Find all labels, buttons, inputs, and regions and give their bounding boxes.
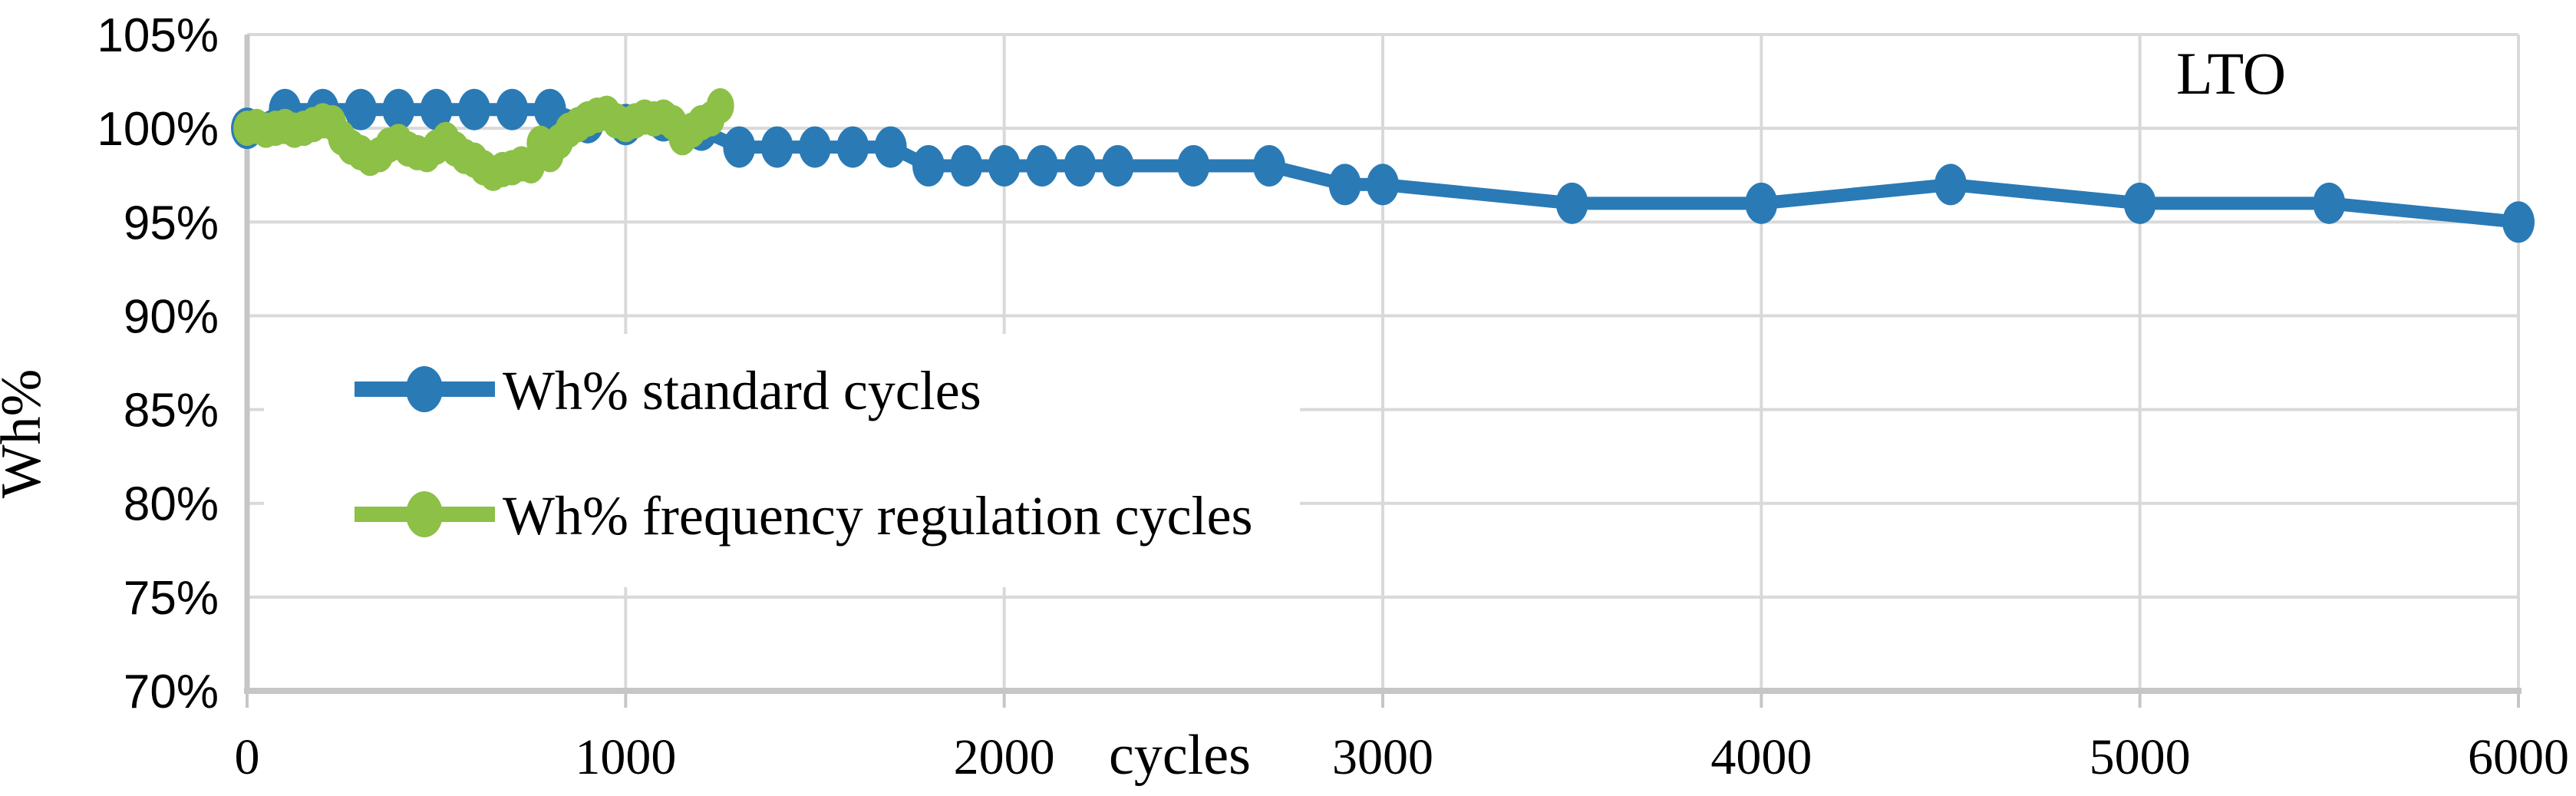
- data-point-marker: [1253, 145, 1285, 187]
- data-point-marker: [345, 88, 377, 130]
- legend-label: Wh% frequency regulation cycles: [503, 485, 1253, 547]
- data-point-marker: [1177, 145, 1210, 187]
- data-point-marker: [1934, 163, 1967, 206]
- data-point-marker: [988, 145, 1021, 187]
- data-point-marker: [723, 126, 756, 168]
- data-point-marker: [706, 88, 734, 124]
- data-point-marker: [1064, 145, 1097, 187]
- x-tick-label: 2000: [954, 729, 1055, 785]
- legend: Wh% standard cycles Wh% frequency regulat…: [355, 360, 1253, 547]
- x-tick-label: 0: [235, 729, 260, 785]
- data-point-marker: [836, 126, 869, 168]
- x-tick-label: 4000: [1710, 729, 1812, 785]
- y-tick-label: 100%: [97, 103, 219, 156]
- series-frequency-regulation: [233, 88, 734, 191]
- y-axis-tick-labels: 70% 75% 80% 85% 90% 95% 100% 105%: [97, 9, 219, 718]
- data-point-marker: [2502, 201, 2535, 243]
- y-tick-label: 105%: [97, 9, 219, 62]
- data-point-marker: [458, 88, 490, 130]
- data-point-marker: [1367, 163, 1399, 206]
- y-tick-label: 70%: [124, 666, 219, 718]
- x-axis-tick-labels: 0 1000 2000 3000 4000 5000 6000: [235, 729, 2570, 785]
- legend-label: Wh% standard cycles: [503, 360, 981, 421]
- data-point-marker: [2123, 182, 2156, 224]
- y-tick-label: 75%: [124, 572, 219, 625]
- data-point-marker: [382, 88, 415, 130]
- data-point-marker: [1745, 182, 1778, 224]
- data-point-marker: [912, 145, 945, 187]
- data-point-marker: [950, 145, 983, 187]
- data-point-marker: [1555, 182, 1588, 224]
- y-tick-label: 90%: [124, 290, 219, 343]
- legend-item: Wh% frequency regulation cycles: [355, 485, 1253, 547]
- x-axis-title: cycles: [1109, 724, 1251, 787]
- x-tick-label: 5000: [2089, 729, 2191, 785]
- data-point-marker: [420, 88, 453, 130]
- data-point-marker: [2313, 182, 2346, 224]
- data-point-marker: [1101, 145, 1134, 187]
- data-point-marker: [1328, 163, 1361, 206]
- legend-marker-icon: [406, 366, 443, 412]
- x-tick-label: 1000: [575, 729, 676, 785]
- x-tick-label: 6000: [2468, 729, 2569, 785]
- legend-marker-icon: [406, 491, 443, 537]
- data-point-marker: [799, 126, 831, 168]
- series-line: [240, 103, 2525, 229]
- y-tick-label: 80%: [124, 478, 219, 531]
- y-tick-label: 95%: [124, 197, 219, 249]
- y-axis-title: Wh%: [0, 369, 53, 499]
- data-point-marker: [1026, 145, 1058, 187]
- x-tick-label: 3000: [1332, 729, 1433, 785]
- chart-annotation-lto: LTO: [2176, 40, 2286, 107]
- y-tick-label: 85%: [124, 385, 219, 438]
- legend-item: Wh% standard cycles: [355, 360, 981, 421]
- data-point-marker: [496, 88, 529, 130]
- data-point-marker: [760, 126, 793, 168]
- data-point-marker: [874, 126, 907, 168]
